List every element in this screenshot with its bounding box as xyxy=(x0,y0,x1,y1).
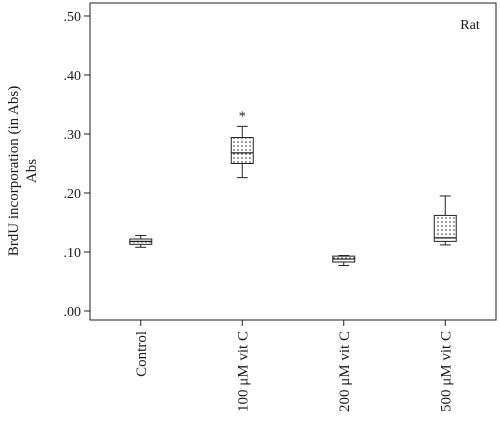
y-tick-label: .40 xyxy=(64,69,82,84)
x-category-label: Control xyxy=(134,331,150,377)
x-category-label: 500 μM vit C xyxy=(438,331,454,412)
y-axis-title-line2: Abs xyxy=(24,159,40,183)
chart-annotation: Rat xyxy=(460,18,480,33)
plot-frame xyxy=(89,2,497,321)
x-category-label: 100 μM vit C xyxy=(235,331,251,412)
y-axis-title-line1: BrdU incorporation (in Abs) xyxy=(6,86,22,256)
significance-marker: * xyxy=(239,109,246,124)
boxes: * xyxy=(129,109,457,267)
y-axis: .00 .10 .20 .30 .40 .50 xyxy=(64,10,90,320)
y-tick-label: .10 xyxy=(64,246,82,261)
y-tick-label: .50 xyxy=(64,10,82,25)
y-tick-label: .00 xyxy=(64,305,82,320)
y-tick-label: .30 xyxy=(64,128,82,143)
iqr-box xyxy=(230,137,254,164)
y-tick-label: .20 xyxy=(64,187,82,202)
x-category-label: 200 μM vit C xyxy=(337,331,353,412)
iqr-box xyxy=(433,214,457,242)
box-3 xyxy=(332,255,356,267)
x-axis: Control 100 μM vit C 200 μM vit C 500 μM vi… xyxy=(134,320,454,412)
box-2: * xyxy=(230,109,254,179)
box-1 xyxy=(129,234,153,248)
box-4 xyxy=(433,195,457,246)
